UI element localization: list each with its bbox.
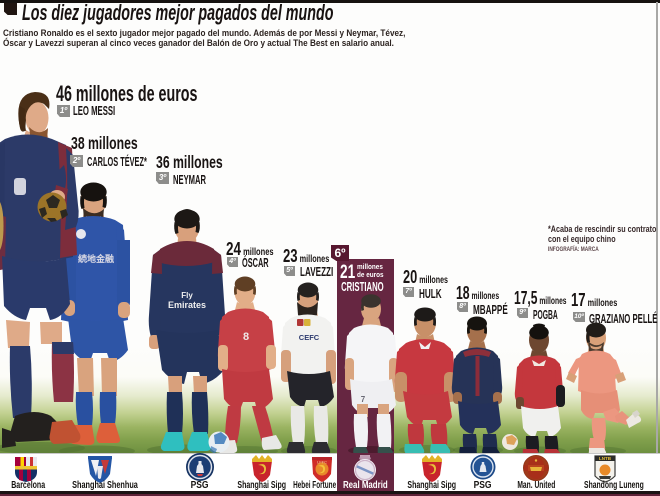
svg-text:Fly: Fly xyxy=(181,291,193,300)
svg-text:LNTB: LNTB xyxy=(599,456,612,461)
svg-text:7: 7 xyxy=(361,395,366,404)
svg-text:8: 8 xyxy=(243,331,249,343)
svg-text:LFFC: LFFC xyxy=(317,460,327,465)
svg-text:CEFC: CEFC xyxy=(299,333,320,342)
svg-text:Emirates: Emirates xyxy=(168,300,206,310)
svg-text:続地金融: 続地金融 xyxy=(78,253,114,264)
